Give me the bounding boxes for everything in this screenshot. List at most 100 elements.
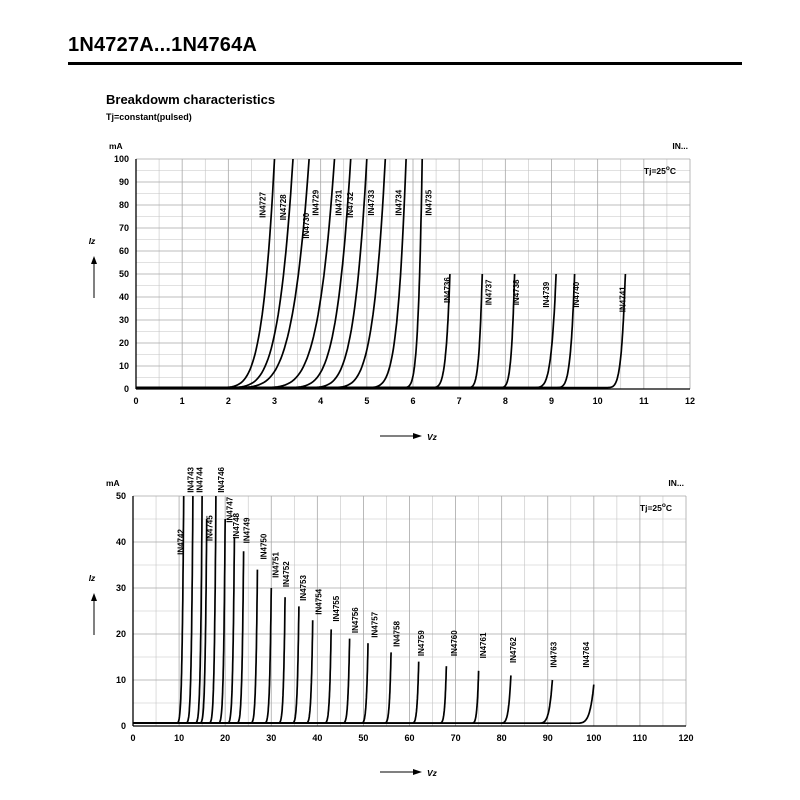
x-tick-label: 0 xyxy=(130,733,135,743)
curve-label-IN4740: IN4740 xyxy=(572,281,581,307)
curve-label-IN4763: IN4763 xyxy=(550,641,559,667)
curve-IN4737 xyxy=(136,273,484,389)
x-tick-label: 30 xyxy=(266,733,276,743)
x-tick-label: 60 xyxy=(404,733,414,743)
x-tick-label: 10 xyxy=(174,733,184,743)
curve-label-IN4761: IN4761 xyxy=(479,632,488,658)
curve-label-IN4744: IN4744 xyxy=(196,466,205,492)
y-tick-label: 30 xyxy=(119,315,129,325)
x-tick-label: 80 xyxy=(497,733,507,743)
corner-label: IN... xyxy=(668,478,684,488)
curve-IN4745 xyxy=(133,518,208,725)
curve-IN4749 xyxy=(133,551,245,725)
x-axis-label: Vz xyxy=(427,432,438,442)
x-tick-label: 2 xyxy=(226,396,231,406)
x-tick-label: 90 xyxy=(543,733,553,743)
section-title: Breakdowm characteristics xyxy=(106,92,276,107)
x-tick-label: 6 xyxy=(410,396,415,406)
curve-label-IN4736: IN4736 xyxy=(443,277,452,303)
y-axis-arrowhead xyxy=(91,593,97,601)
curve-label-IN4759: IN4759 xyxy=(417,630,426,656)
x-tick-label: 1 xyxy=(180,396,185,406)
x-tick-label: 70 xyxy=(451,733,461,743)
curve-label-IN4741: IN4741 xyxy=(618,286,627,312)
y-tick-label: 60 xyxy=(119,246,129,256)
x-tick-label: 7 xyxy=(457,396,462,406)
x-tick-label: 10 xyxy=(593,396,603,406)
curve-label-IN4743: IN4743 xyxy=(186,466,195,492)
curve-label-IN4745: IN4745 xyxy=(205,515,214,541)
y-tick-label: 40 xyxy=(116,537,126,547)
y-tick-label: 20 xyxy=(119,338,129,348)
curve-label-IN4762: IN4762 xyxy=(509,637,518,663)
curve-label-IN4731: IN4731 xyxy=(334,189,343,215)
x-tick-label: 4 xyxy=(318,396,323,406)
y-tick-label: 40 xyxy=(119,292,129,302)
x-tick-label: 11 xyxy=(639,396,649,406)
x-tick-label: 8 xyxy=(503,396,508,406)
curve-label-IN4755: IN4755 xyxy=(332,595,341,621)
curve-IN4757 xyxy=(133,643,369,725)
curve-label-IN4753: IN4753 xyxy=(299,575,308,601)
x-tick-label: 12 xyxy=(685,396,695,406)
x-tick-label: 50 xyxy=(358,733,368,743)
curve-label-IN4756: IN4756 xyxy=(351,607,360,633)
x-tick-label: 3 xyxy=(272,396,277,406)
chart-2: 0 10 20 30 40 50 60 70 80 90 100 110 120 0 10 20 30 40 50 m… xyxy=(89,466,694,778)
x-axis-arrowhead xyxy=(413,769,422,775)
x-tick-label: 0 xyxy=(133,396,138,406)
title-rule xyxy=(68,62,742,65)
curve-IN4738 xyxy=(136,273,516,389)
temperature-note: Tj=25oC xyxy=(640,502,672,513)
y-tick-label: 30 xyxy=(116,583,126,593)
y-tick-label: 50 xyxy=(116,491,126,501)
x-tick-label: 40 xyxy=(312,733,322,743)
x-axis-label: Vz xyxy=(427,768,438,778)
curve-IN4764 xyxy=(133,684,595,725)
curve-label-IN4733: IN4733 xyxy=(367,189,376,215)
curve-label-IN4752: IN4752 xyxy=(282,561,291,587)
y-unit-label: mA xyxy=(106,478,120,488)
temperature-note: Tj=25oC xyxy=(644,165,676,176)
curve-IN4736 xyxy=(136,273,451,389)
y-tick-label: 10 xyxy=(119,361,129,371)
curve-IN4763 xyxy=(133,679,554,725)
curve-label-IN4742: IN4742 xyxy=(177,529,186,555)
curve-IN4753 xyxy=(133,606,300,725)
y-tick-label: 20 xyxy=(116,629,126,639)
x-tick-label: 9 xyxy=(549,396,554,406)
x-tick-label: 110 xyxy=(633,733,648,743)
chart-1: 0 1 2 3 4 5 6 7 8 9 10 11 120102030405060708090100mA… xyxy=(89,141,695,442)
curve-label-IN4734: IN4734 xyxy=(395,189,404,215)
curve-IN4761 xyxy=(133,670,480,725)
x-tick-label: 120 xyxy=(678,733,693,743)
curve-label-IN4730: IN4730 xyxy=(302,212,311,238)
x-tick-label: 5 xyxy=(364,396,369,406)
y-tick-label: 100 xyxy=(114,154,129,164)
curve-label-IN4749: IN4749 xyxy=(243,517,252,543)
curve-label-IN4737: IN4737 xyxy=(485,279,494,305)
y-tick-label: 0 xyxy=(121,721,126,731)
curve-label-IN4760: IN4760 xyxy=(450,630,459,656)
curve-label-IN4764: IN4764 xyxy=(582,641,591,667)
x-tick-label: 20 xyxy=(220,733,230,743)
curve-label-IN4748: IN4748 xyxy=(232,512,241,538)
curve-label-IN4746: IN4746 xyxy=(217,466,226,492)
document-title: 1N4727A...1N4764A xyxy=(68,34,258,56)
x-axis-arrowhead xyxy=(413,433,422,439)
y-tick-label: 10 xyxy=(116,675,126,685)
curve-IN4750 xyxy=(133,569,259,725)
curve-label-IN4728: IN4728 xyxy=(279,194,288,220)
curve-label-IN4735: IN4735 xyxy=(425,189,434,215)
section-subtitle: Tj=constant(pulsed) xyxy=(106,112,192,122)
y-axis-label: Iz xyxy=(89,236,96,246)
x-tick-label: 100 xyxy=(586,733,601,743)
y-axis-label: Iz xyxy=(89,573,96,583)
curve-label-IN4751: IN4751 xyxy=(272,552,281,578)
curve-label-IN4739: IN4739 xyxy=(542,281,551,307)
y-unit-label: mA xyxy=(109,141,123,151)
y-tick-label: 50 xyxy=(119,269,129,279)
curve-label-IN4750: IN4750 xyxy=(260,533,269,559)
curve-label-IN4758: IN4758 xyxy=(392,621,401,647)
